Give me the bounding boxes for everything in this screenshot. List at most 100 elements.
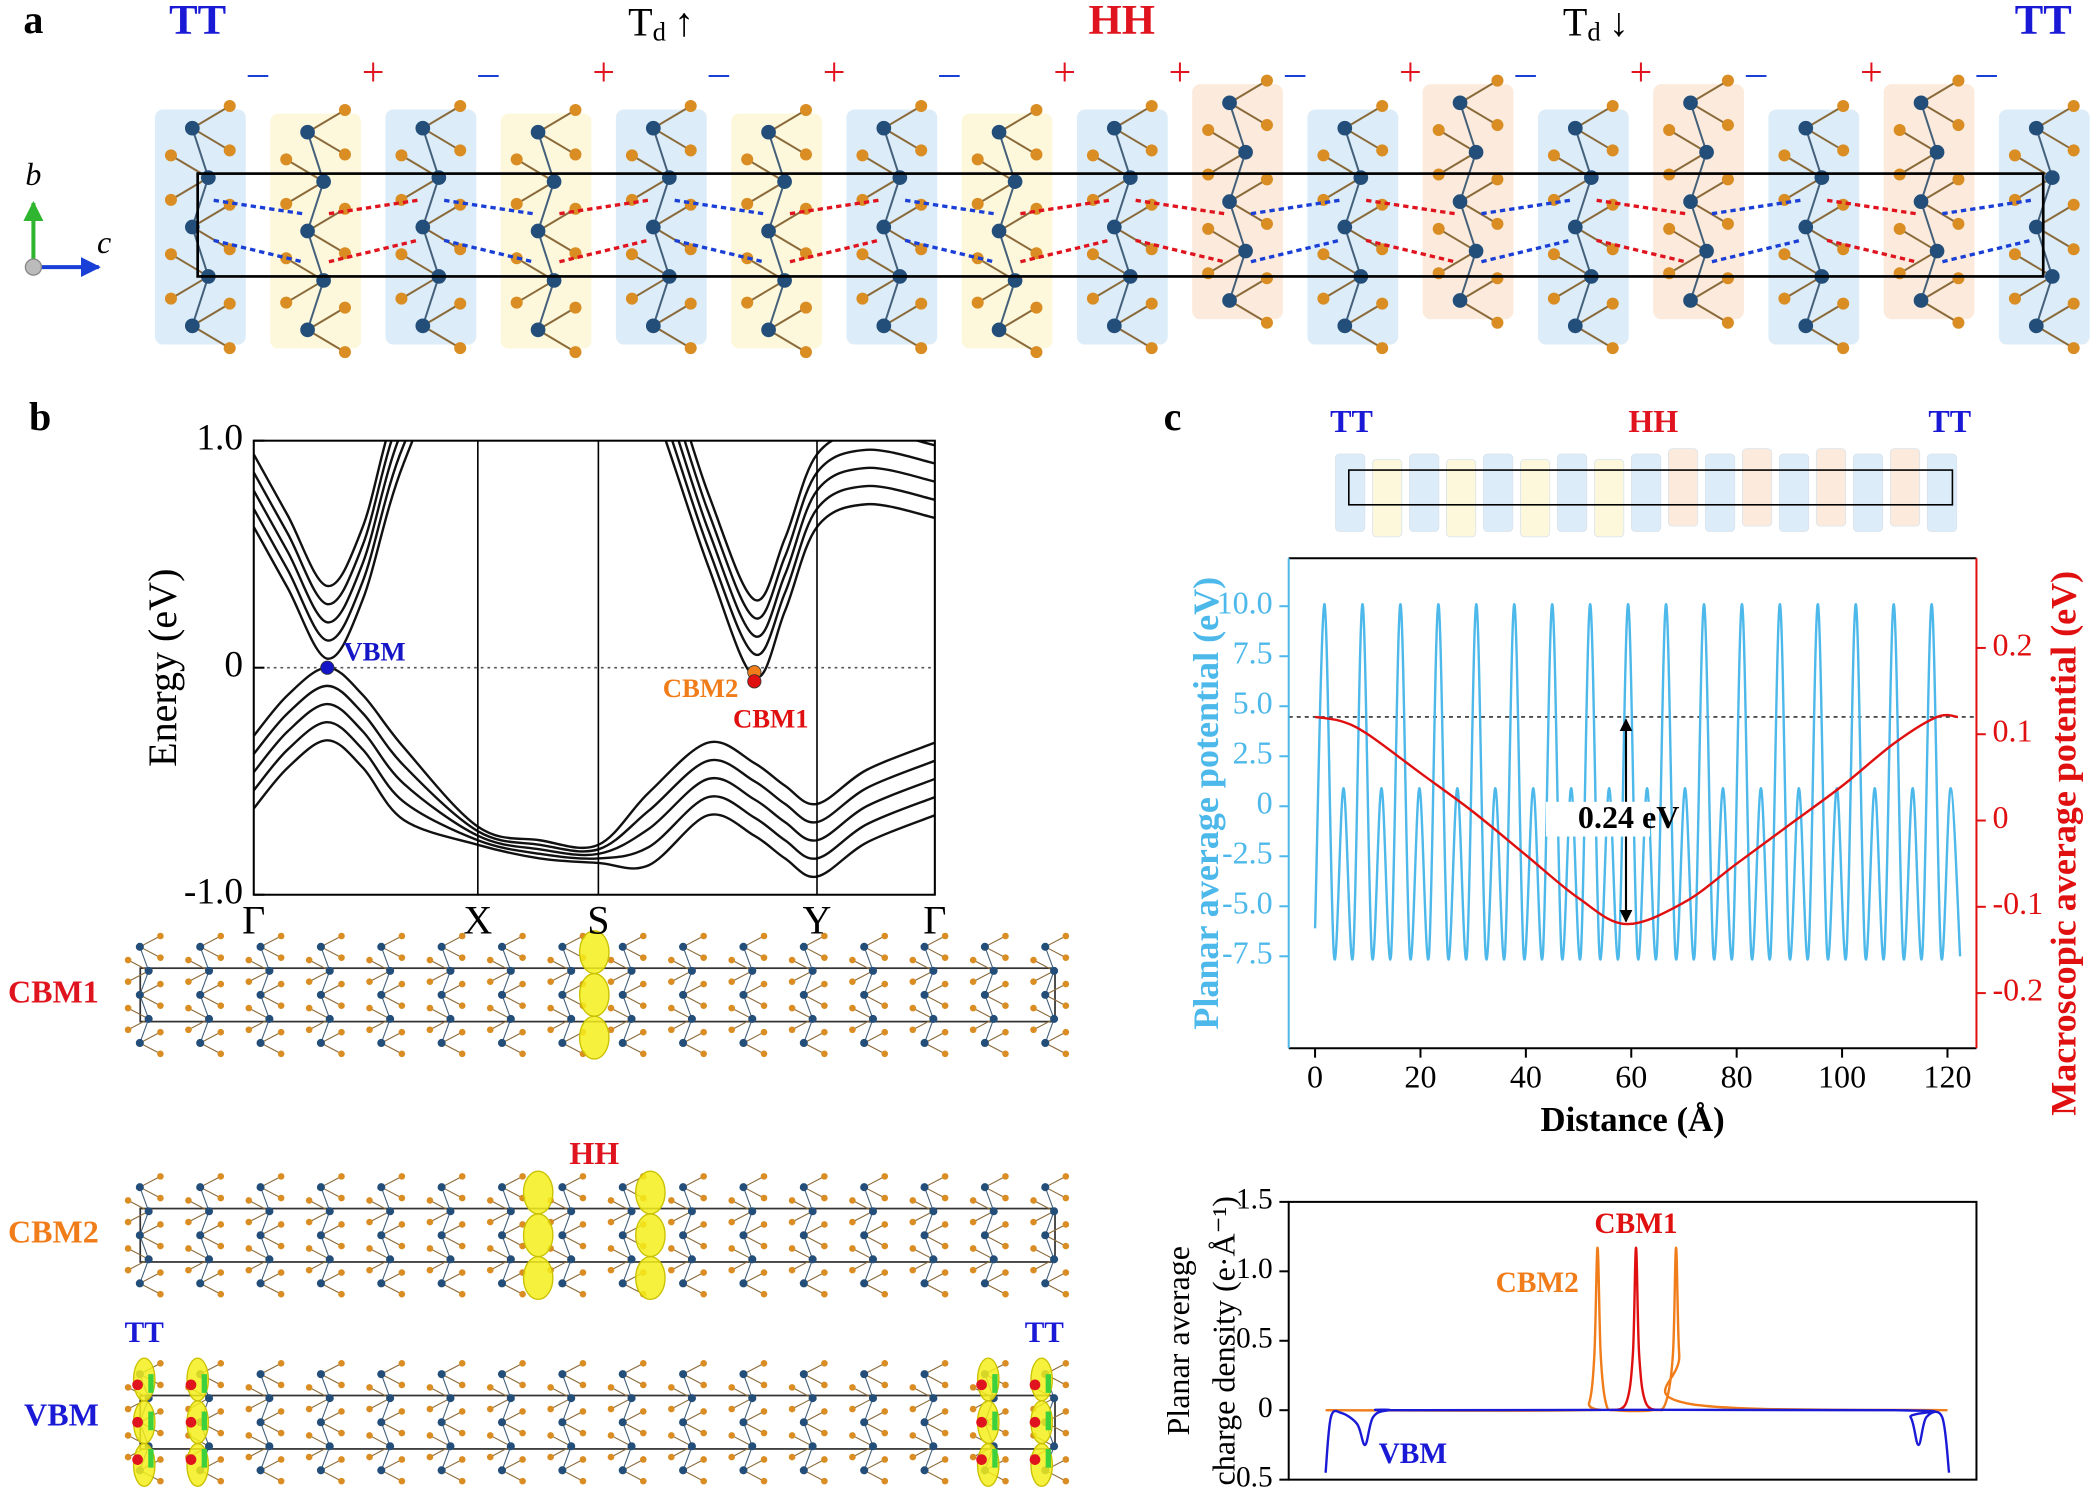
bond <box>320 1018 331 1044</box>
atom-te <box>338 1194 345 1202</box>
atom-w <box>687 1255 696 1264</box>
atom-te <box>728 978 736 985</box>
atom-te <box>277 1477 285 1485</box>
atom-w <box>860 1370 869 1379</box>
atom-te <box>245 1004 253 1012</box>
bond <box>803 1187 814 1212</box>
atom-te <box>915 297 928 310</box>
atom-te <box>217 932 225 940</box>
atom-te <box>849 1384 856 1391</box>
atom-w <box>679 1370 688 1379</box>
sign: + <box>362 49 385 94</box>
atom-w <box>386 1255 395 1264</box>
atom-te <box>700 1408 707 1415</box>
atom-te <box>728 1245 736 1252</box>
atom-te <box>909 1197 917 1204</box>
atom-te <box>510 252 523 265</box>
atom-w <box>1798 318 1814 334</box>
bond <box>1574 276 1593 327</box>
atom-te <box>157 1194 164 1202</box>
bond <box>803 1259 814 1284</box>
atom-te <box>547 1405 554 1413</box>
atom-w <box>1041 1183 1050 1192</box>
atom-te <box>971 153 984 166</box>
atom-w <box>627 1207 636 1216</box>
atom-te <box>157 1050 164 1058</box>
bond <box>742 1422 753 1447</box>
atom-w <box>325 1394 334 1403</box>
atom-w <box>135 990 144 999</box>
atom-te <box>1062 1194 1070 1202</box>
atom-te <box>728 1026 736 1034</box>
atom-te <box>1952 119 1965 132</box>
atom-te <box>426 1432 434 1439</box>
atom-te <box>741 197 754 210</box>
atom-w <box>679 1466 688 1475</box>
atom-te <box>2008 292 2021 305</box>
atom-te <box>969 1026 977 1034</box>
atom-te <box>338 1408 345 1415</box>
atom-te <box>668 956 675 964</box>
atom-te <box>217 1028 225 1036</box>
line <box>253 720 935 860</box>
atom-w <box>567 1014 576 1023</box>
atom-te <box>519 1290 526 1298</box>
atom-te <box>277 1028 285 1036</box>
bond <box>682 946 693 972</box>
atom-te <box>639 1002 647 1010</box>
atom-w <box>497 1466 507 1475</box>
atom-te <box>157 1173 164 1180</box>
y-tick-label: 1.0 <box>196 417 243 458</box>
bond <box>320 970 331 996</box>
bond <box>1343 226 1362 277</box>
atom-te <box>1837 297 1850 310</box>
annotation-bg <box>1545 801 1651 837</box>
atom-te <box>639 954 647 961</box>
orbital-lobe <box>148 1411 154 1431</box>
atom-te <box>277 1002 285 1010</box>
atom-te <box>426 1384 434 1391</box>
atom-te <box>398 1360 406 1367</box>
atom-te <box>2067 342 2080 355</box>
bond <box>380 1446 391 1471</box>
atom-te <box>569 103 582 116</box>
atom-w <box>497 1279 507 1288</box>
bond <box>622 1259 633 1284</box>
atom-te <box>338 1360 345 1367</box>
atom-te <box>519 1477 526 1485</box>
atom-w <box>316 1183 325 1192</box>
bond <box>863 1422 874 1447</box>
bond <box>1459 151 1478 202</box>
atom-te <box>398 932 406 940</box>
domain-tile <box>1446 458 1477 538</box>
atom-w <box>558 1183 567 1192</box>
y2-tick-label: -0.2 <box>1992 971 2043 1007</box>
line <box>253 440 935 620</box>
atom-te <box>941 1242 949 1250</box>
atom-te <box>426 1026 434 1034</box>
atom-w <box>1041 1038 1050 1048</box>
bond <box>1574 127 1593 178</box>
atom-te <box>1002 1477 1009 1485</box>
atom-te <box>941 1408 949 1415</box>
atom-w <box>325 1442 334 1451</box>
bond <box>1343 177 1362 228</box>
orbital-lobe <box>1029 1454 1041 1465</box>
atom-te <box>1062 932 1070 940</box>
atom-te <box>881 1456 889 1463</box>
atom-te <box>1778 292 1791 305</box>
atom-te <box>366 1384 373 1391</box>
sign: + <box>1399 49 1422 94</box>
atom-te <box>426 1004 434 1012</box>
orbital-lobe <box>185 1379 197 1391</box>
atom-w <box>1798 120 1814 136</box>
bond <box>622 946 633 972</box>
atom-te <box>1002 1242 1009 1250</box>
atom-te <box>338 346 351 359</box>
atom-te <box>1317 248 1330 261</box>
atom-te <box>969 1405 977 1413</box>
atom-w <box>506 966 515 975</box>
atom-w <box>1041 942 1050 951</box>
atom-te <box>684 144 697 157</box>
bond <box>682 1259 693 1284</box>
